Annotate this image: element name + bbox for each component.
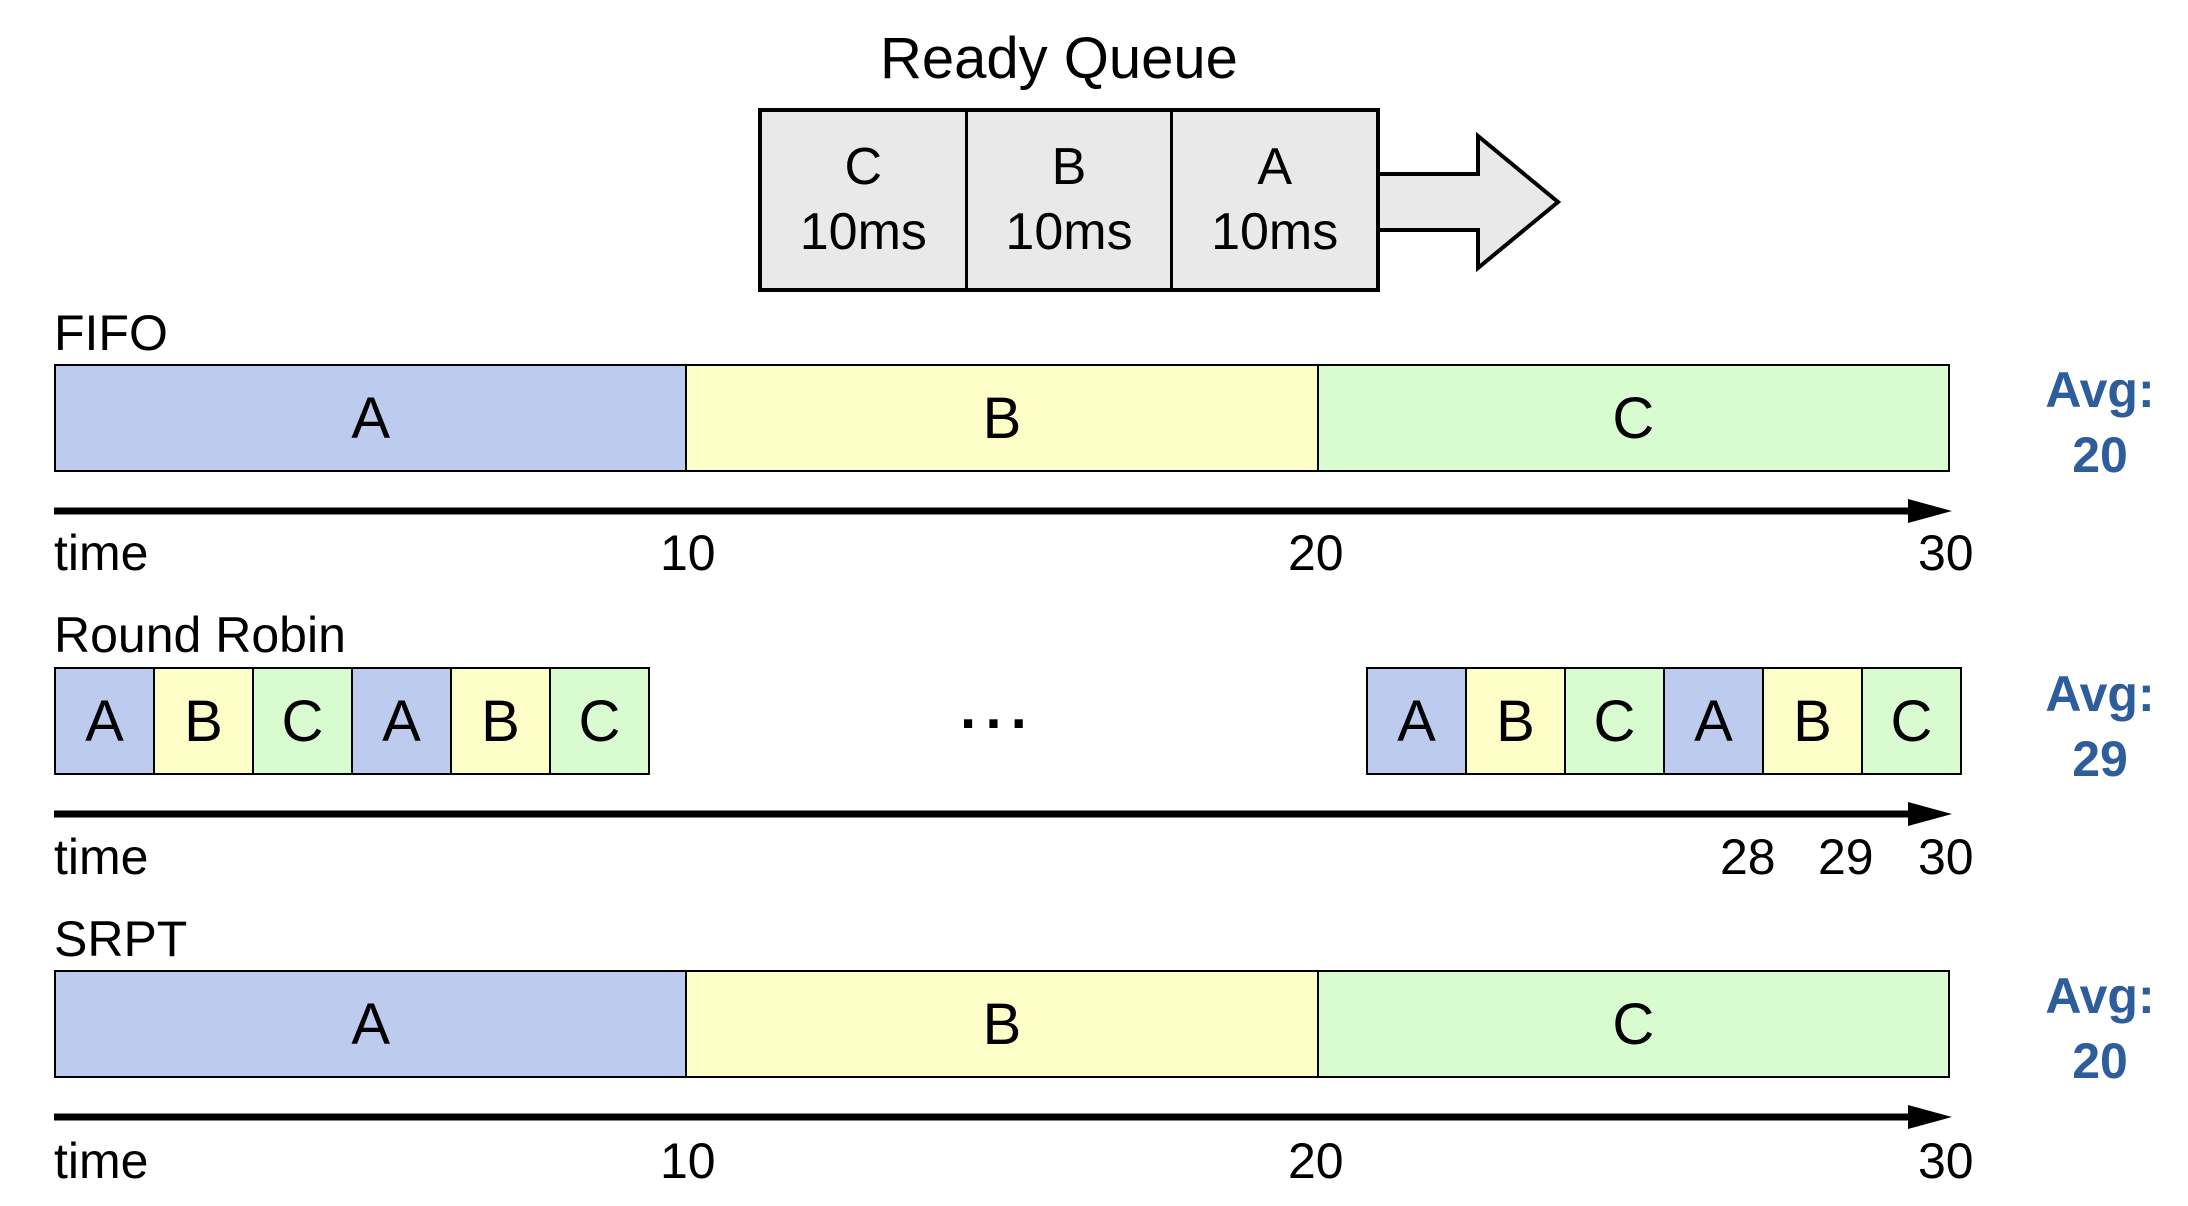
queue-cell-duration: 10ms (1211, 203, 1339, 261)
queue-cell-a: A 10ms (1173, 112, 1376, 288)
round-robin-right-group: A B C A B C (1366, 667, 1962, 775)
fifo-tick: 10 (660, 525, 716, 581)
queue-cell-b: B 10ms (968, 112, 1174, 288)
rr-slice: C (1863, 669, 1960, 773)
round-robin-tick: 28 (1720, 829, 1776, 885)
avg-label: Avg: (2045, 666, 2155, 722)
srpt-tick: 10 (660, 1133, 716, 1189)
fifo-label: FIFO (54, 305, 168, 361)
round-robin-ellipsis: ··· (960, 691, 1036, 756)
queue-cell-name: C (844, 138, 883, 196)
round-robin-average: Avg: 29 (2040, 662, 2160, 792)
rr-slice: A (1368, 669, 1467, 773)
srpt-axis-label: time (54, 1133, 149, 1189)
fifo-average: Avg: 20 (2040, 358, 2160, 488)
srpt-tick: 20 (1288, 1133, 1344, 1189)
rr-slice: A (1665, 669, 1764, 773)
round-robin-label: Round Robin (54, 607, 346, 663)
fifo-timeline-bar: A B C (54, 364, 1950, 472)
queue-cell-duration: 10ms (799, 203, 927, 261)
rr-slice: B (1467, 669, 1566, 773)
srpt-tick: 30 (1918, 1133, 1974, 1189)
fifo-tick: 30 (1918, 525, 1974, 581)
srpt-label: SRPT (54, 911, 188, 967)
rr-slice: B (1764, 669, 1863, 773)
ready-queue-title: Ready Queue (880, 26, 1238, 91)
avg-value: 20 (2072, 1033, 2128, 1089)
queue-cell-name: A (1257, 138, 1293, 196)
avg-value: 20 (2072, 427, 2128, 483)
rr-slice: C (1566, 669, 1665, 773)
round-robin-tick: 30 (1918, 829, 1974, 885)
rr-slice: A (56, 669, 155, 773)
srpt-time-axis (54, 1105, 1952, 1129)
rr-slice: C (551, 669, 648, 773)
round-robin-tick: 29 (1818, 829, 1874, 885)
rr-slice: A (353, 669, 452, 773)
round-robin-left-group: A B C A B C (54, 667, 650, 775)
queue-cell-name: B (1051, 138, 1087, 196)
srpt-segment-a: A (56, 972, 688, 1076)
srpt-segment-b: B (687, 972, 1319, 1076)
fifo-axis-label: time (54, 525, 149, 581)
fifo-segment-b: B (687, 366, 1319, 470)
avg-label: Avg: (2045, 362, 2155, 418)
avg-value: 29 (2072, 731, 2128, 787)
rr-slice: C (254, 669, 353, 773)
rr-slice: B (452, 669, 551, 773)
round-robin-axis-label: time (54, 829, 149, 885)
fifo-time-axis (54, 499, 1952, 523)
srpt-timeline-bar: A B C (54, 970, 1950, 1078)
queue-cell-duration: 10ms (1005, 203, 1133, 261)
round-robin-time-axis (54, 802, 1952, 826)
queue-exit-arrow-icon (1378, 132, 1562, 272)
srpt-average: Avg: 20 (2040, 964, 2160, 1094)
queue-cell-c: C 10ms (762, 112, 968, 288)
rr-slice: B (155, 669, 254, 773)
avg-label: Avg: (2045, 968, 2155, 1024)
fifo-tick: 20 (1288, 525, 1344, 581)
ready-queue: C 10ms B 10ms A 10ms (758, 108, 1380, 292)
fifo-segment-c: C (1318, 366, 1948, 470)
fifo-segment-a: A (56, 366, 688, 470)
srpt-segment-c: C (1318, 972, 1948, 1076)
